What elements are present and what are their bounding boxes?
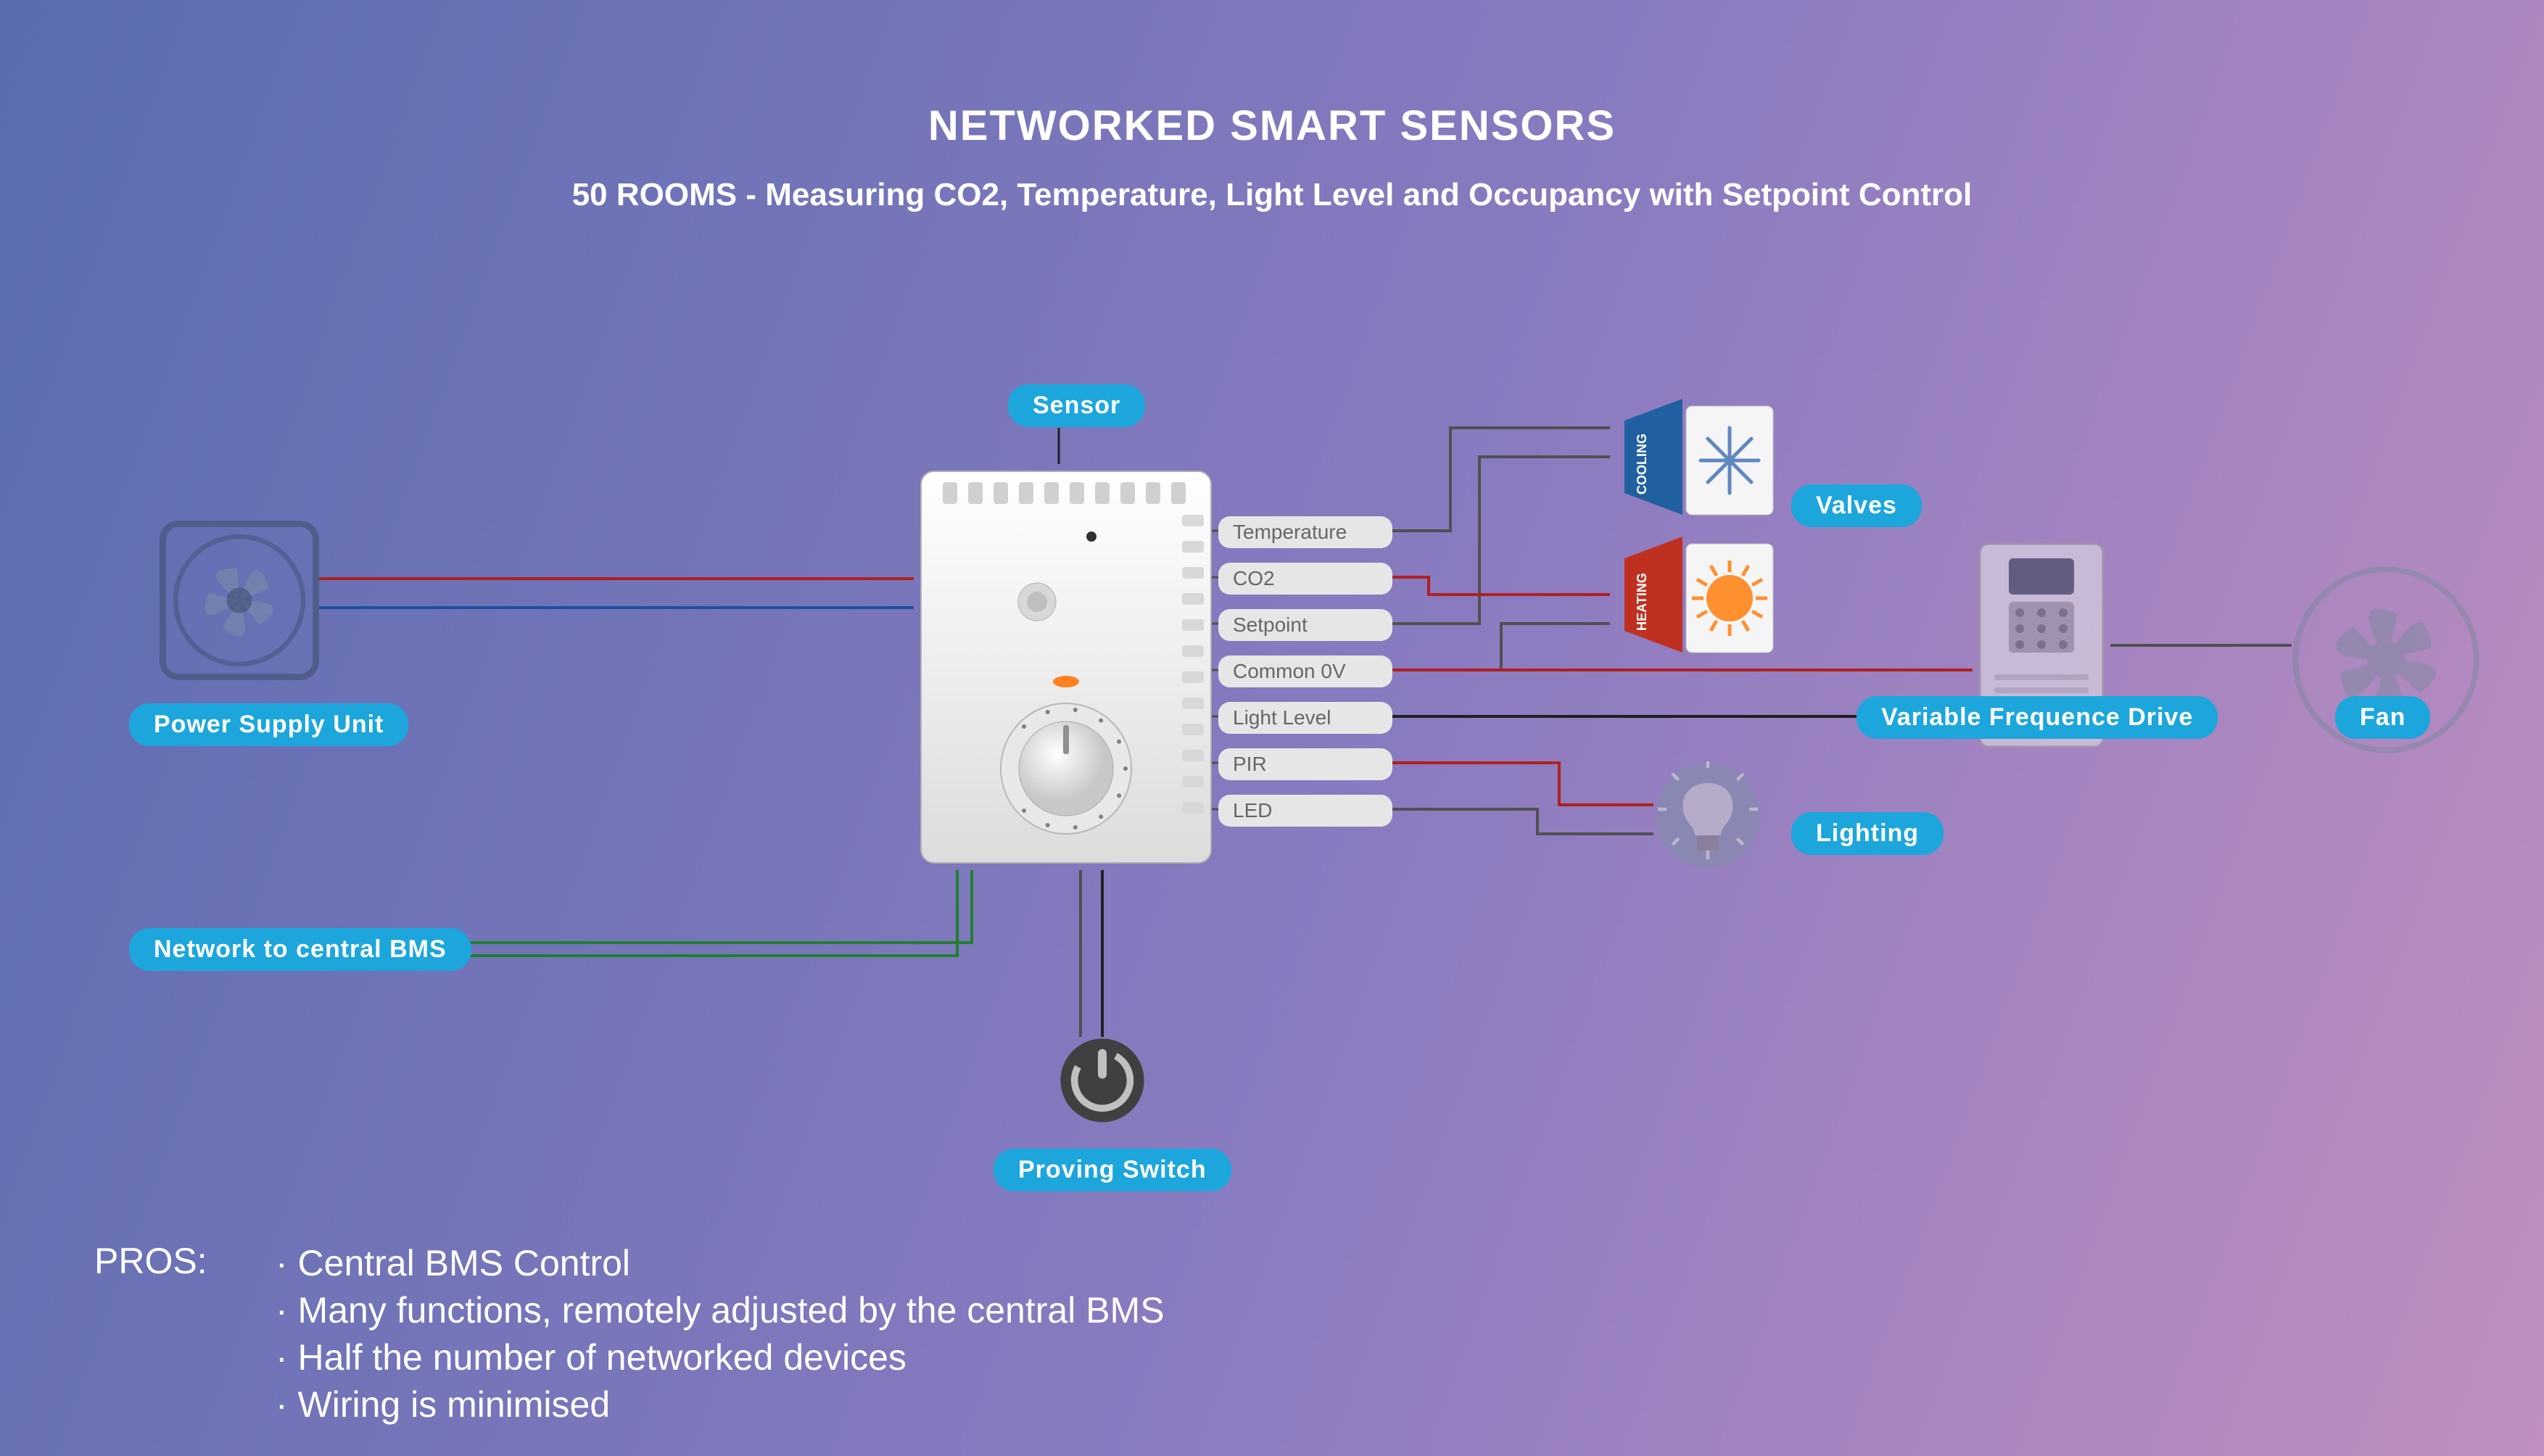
sensor-output-pill: LED [1218,795,1392,827]
psu-icon [160,521,319,680]
bms-label: Network to central BMS [129,928,471,971]
pros-item: · Central BMS Control [276,1240,1165,1287]
psu-label: Power Supply Unit [129,703,408,746]
pros-heading: PROS: [94,1240,207,1282]
valves-icon: COOLING HEATING [1610,392,1791,667]
pros-section: PROS: · Central BMS Control· Many functi… [94,1240,1165,1428]
svg-text:HEATING: HEATING [1635,573,1649,631]
sensor-output-pill: CO2 [1218,563,1392,595]
sensor-output-pill: Light Level [1218,702,1392,734]
valves-label: Valves [1791,484,1922,527]
pros-item: · Wiring is minimised [276,1381,1165,1428]
lighting-label: Lighting [1791,812,1944,855]
sensor-device-icon [914,464,1218,870]
sensor-label: Sensor [1008,384,1145,427]
sensor-output-pill: PIR [1218,748,1392,780]
sensor-output-pill: Common 0V [1218,655,1392,687]
lightbulb-icon [1653,761,1762,870]
sensor-output-pill: Temperature [1218,516,1392,548]
pros-item: · Half the number of networked devices [276,1334,1165,1381]
svg-text:COOLING: COOLING [1635,434,1649,495]
pros-list: · Central BMS Control· Many functions, r… [276,1240,1165,1428]
fan-label: Fan [2335,696,2430,739]
proving-switch-label: Proving Switch [994,1149,1231,1191]
vfd-label: Variable Frequence Drive [1857,696,2218,739]
pros-item: · Many functions, remotely adjusted by t… [276,1287,1165,1334]
diagram-canvas: NETWORKED SMART SENSORS 50 ROOMS - Measu… [0,0,2544,1456]
proving-switch-icon [1059,1037,1146,1124]
sensor-output-pill: Setpoint [1218,609,1392,641]
